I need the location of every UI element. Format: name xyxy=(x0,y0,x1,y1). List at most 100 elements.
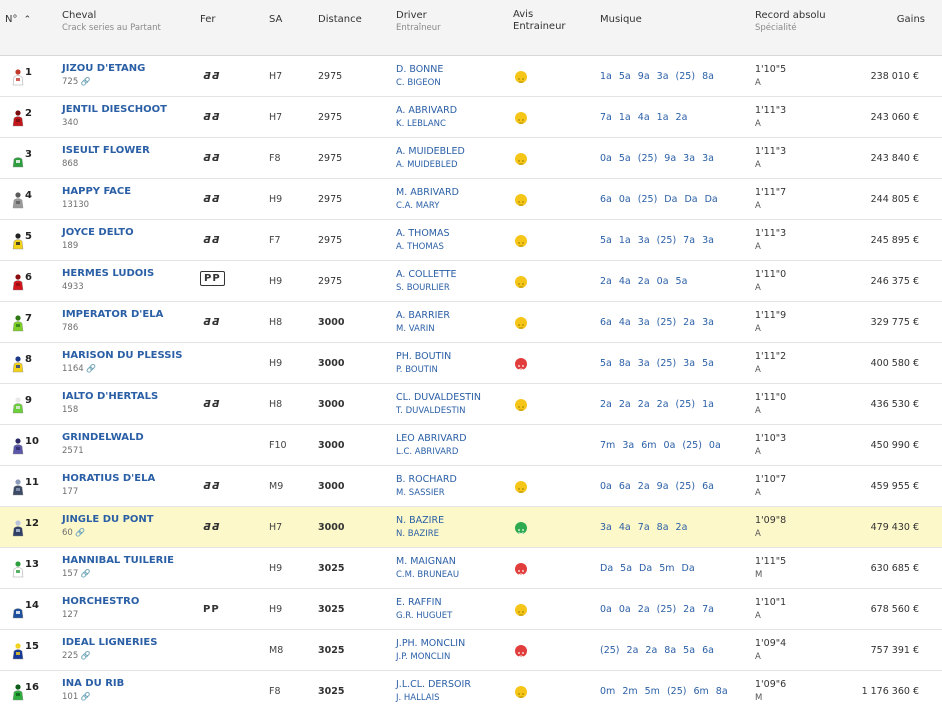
musique-column-header[interactable]: Musique xyxy=(600,14,642,25)
driver-name[interactable]: E. RAFFIN xyxy=(396,597,442,608)
table-row[interactable]: 8 HARISON DU PLESSIS 1164 🔗 H9 3000 PH. BOUTI… xyxy=(0,343,942,384)
driver-name[interactable]: A. BARRIER xyxy=(396,310,450,321)
driver-name[interactable]: B. ROCHARD xyxy=(396,474,457,485)
link-icon[interactable]: 🔗 xyxy=(78,77,91,86)
num-column-header[interactable]: N° ⌃ xyxy=(5,14,31,26)
table-row[interactable]: 15 IDEAL LIGNERIES 225 🔗 M8 3025 J.PH. MONCLI… xyxy=(0,630,942,671)
horse-name-link[interactable]: HANNIBAL TUILERIE 157 🔗 xyxy=(62,555,174,579)
table-row[interactable]: 13 HANNIBAL TUILERIE 157 🔗 H9 3025 M. MAIGNAN… xyxy=(0,548,942,589)
horse-name[interactable]: ISEULT FLOWER xyxy=(62,145,150,156)
horse-name-link[interactable]: HERMES LUDOIS 4933 xyxy=(62,268,154,292)
link-icon[interactable]: 🔗 xyxy=(78,692,91,701)
driver-name[interactable]: M. MAIGNAN xyxy=(396,556,456,567)
driver-link[interactable]: PH. BOUTIN P. BOUTIN xyxy=(396,351,451,375)
table-row[interactable]: 6 HERMES LUDOIS 4933 PP H9 2975 A. COLLETTE S. … xyxy=(0,261,942,302)
horse-name[interactable]: JINGLE DU PONT xyxy=(62,514,154,525)
table-row[interactable]: 11 HORATIUS D'ELA 177 ƋƋ M9 3000 B. ROCHARD M. … xyxy=(0,466,942,507)
trainer-name[interactable]: N. BAZIRE xyxy=(396,529,440,539)
horse-name[interactable]: JIZOU D'ETANG xyxy=(62,63,146,74)
horse-name-link[interactable]: HARISON DU PLESSIS 1164 🔗 xyxy=(62,350,182,374)
horse-name-link[interactable]: ISEULT FLOWER 868 xyxy=(62,145,150,169)
driver-name[interactable]: A. THOMAS xyxy=(396,228,450,239)
driver-link[interactable]: A. THOMAS A. THOMAS xyxy=(396,228,450,252)
horse-name-link[interactable]: HAPPY FACE 13130 xyxy=(62,186,131,210)
driver-name[interactable]: A. COLLETTE xyxy=(396,269,457,280)
trainer-name[interactable]: K. LEBLANC xyxy=(396,119,446,129)
driver-link[interactable]: M. ABRIVARD C.A. MARY xyxy=(396,187,459,211)
driver-link[interactable]: LEO ABRIVARD L.C. ABRIVARD xyxy=(396,433,467,457)
link-icon[interactable]: 🔗 xyxy=(83,364,97,373)
driver-link[interactable]: A. COLLETTE S. BOURLIER xyxy=(396,269,457,293)
horse-name[interactable]: INA DU RIB xyxy=(62,678,125,689)
horse-name-link[interactable]: HORCHESTRO 127 xyxy=(62,596,139,620)
driver-name[interactable]: N. BAZIRE xyxy=(396,515,445,526)
trainer-name[interactable]: M. SASSIER xyxy=(396,488,445,498)
trainer-name[interactable]: T. DUVALDESTIN xyxy=(396,406,466,416)
horse-name[interactable]: JENTIL DIESCHOOT xyxy=(62,104,167,115)
driver-name[interactable]: J.PH. MONCLIN xyxy=(396,638,466,649)
driver-link[interactable]: B. ROCHARD M. SASSIER xyxy=(396,474,457,498)
horse-name[interactable]: HANNIBAL TUILERIE xyxy=(62,555,174,566)
table-row[interactable]: 3 ISEULT FLOWER 868 ƋƋ F8 2975 A. MUIDEBLED A. … xyxy=(0,138,942,179)
driver-name[interactable]: A. MUIDEBLED xyxy=(396,146,465,157)
gains-column-header[interactable]: Gains xyxy=(896,14,925,25)
table-row[interactable]: 4 HAPPY FACE 13130 ƋƋ H9 2975 M. ABRIVARD C.A. … xyxy=(0,179,942,220)
horse-name[interactable]: HARISON DU PLESSIS xyxy=(62,350,183,361)
trainer-name[interactable]: G.R. HUGUET xyxy=(396,611,453,621)
link-icon[interactable]: 🔗 xyxy=(78,569,91,578)
horse-name-link[interactable]: HORATIUS D'ELA 177 xyxy=(62,473,155,497)
driver-name[interactable]: LEO ABRIVARD xyxy=(396,433,467,444)
driver-name[interactable]: A. ABRIVARD xyxy=(396,105,458,116)
horse-column-header[interactable]: Cheval Crack series au Partant xyxy=(62,10,161,34)
driver-link[interactable]: D. BONNE C. BIGEON xyxy=(396,64,443,88)
sa-column-header[interactable]: SA xyxy=(269,14,283,25)
table-row[interactable]: 1 JIZOU D'ETANG 725 🔗 ƋƋ H7 2975 D. BONNE C. BI… xyxy=(0,56,942,97)
sort-up-icon[interactable]: ⌃ xyxy=(23,15,32,25)
trainer-name[interactable]: P. BOUTIN xyxy=(396,365,438,375)
driver-link[interactable]: J.PH. MONCLIN J.P. MONCLIN xyxy=(396,638,465,662)
trainer-name[interactable]: S. BOURLIER xyxy=(396,283,450,293)
horse-name[interactable]: IALTO D'HERTALS xyxy=(62,391,159,402)
driver-link[interactable]: A. ABRIVARD K. LEBLANC xyxy=(396,105,457,129)
trainer-name[interactable]: A. THOMAS xyxy=(396,242,444,252)
horse-name-link[interactable]: GRINDELWALD 2571 xyxy=(62,432,144,456)
horse-name[interactable]: IMPERATOR D'ELA xyxy=(62,309,164,320)
trainer-name[interactable]: C. BIGEON xyxy=(396,78,441,88)
horse-name-link[interactable]: IDEAL LIGNERIES 225 🔗 xyxy=(62,637,157,661)
trainer-name[interactable]: M. VARIN xyxy=(396,324,435,334)
fer-column-header[interactable]: Fer xyxy=(200,14,216,25)
driver-column-header[interactable]: Driver Entraîneur xyxy=(396,10,441,34)
table-row[interactable]: 14 HORCHESTRO 127 PP H9 3025 E. RAFFIN G.R. HUG… xyxy=(0,589,942,630)
table-row[interactable]: 7 IMPERATOR D'ELA 786 ƋƋ H8 3000 A. BARRIER M. … xyxy=(0,302,942,343)
horse-name[interactable]: HORATIUS D'ELA xyxy=(62,473,156,484)
link-icon[interactable]: 🔗 xyxy=(78,651,91,660)
driver-name[interactable]: D. BONNE xyxy=(396,64,444,75)
driver-link[interactable]: A. BARRIER M. VARIN xyxy=(396,310,450,334)
table-row[interactable]: 12 JINGLE DU PONT 60 🔗 ƋƋ H7 3000 N. BAZIRE N. … xyxy=(0,507,942,548)
trainer-name[interactable]: J. HALLAIS xyxy=(396,693,440,703)
horse-name-link[interactable]: JINGLE DU PONT 60 🔗 xyxy=(62,514,154,538)
driver-link[interactable]: N. BAZIRE N. BAZIRE xyxy=(396,515,444,539)
driver-link[interactable]: M. MAIGNAN C.M. BRUNEAU xyxy=(396,556,459,580)
driver-name[interactable]: M. ABRIVARD xyxy=(396,187,459,198)
horse-name[interactable]: GRINDELWALD xyxy=(62,432,144,443)
distance-column-header[interactable]: Distance xyxy=(318,14,362,25)
table-row[interactable]: 5 JOYCE DELTO 189 ƋƋ F7 2975 A. THOMAS A. THOMA… xyxy=(0,220,942,261)
driver-name[interactable]: PH. BOUTIN xyxy=(396,351,452,362)
horse-name-link[interactable]: JENTIL DIESCHOOT 340 xyxy=(62,104,167,128)
table-row[interactable]: 9 IALTO D'HERTALS 158 ƋƋ H8 3000 CL. DUVALDEST… xyxy=(0,384,942,425)
driver-name[interactable]: J.L.CL. DERSOIR xyxy=(396,679,471,690)
driver-name[interactable]: CL. DUVALDESTIN xyxy=(396,392,481,403)
horse-name-link[interactable]: IMPERATOR D'ELA 786 xyxy=(62,309,163,333)
trainer-name[interactable]: J.P. MONCLIN xyxy=(396,652,451,662)
driver-link[interactable]: E. RAFFIN G.R. HUGUET xyxy=(396,597,452,621)
table-row[interactable]: 10 GRINDELWALD 2571 F10 3000 LEO ABRIVARD L.C.… xyxy=(0,425,942,466)
driver-link[interactable]: A. MUIDEBLED A. MUIDEBLED xyxy=(396,146,465,170)
trainer-name[interactable]: A. MUIDEBLED xyxy=(396,160,458,170)
table-row[interactable]: 16 INA DU RIB 101 🔗 F8 3025 J.L.CL. DERSOIR J.… xyxy=(0,671,942,710)
driver-link[interactable]: CL. DUVALDESTIN T. DUVALDESTIN xyxy=(396,392,481,416)
horse-name-link[interactable]: JOYCE DELTO 189 xyxy=(62,227,134,251)
driver-link[interactable]: J.L.CL. DERSOIR J. HALLAIS xyxy=(396,679,471,703)
trainer-name[interactable]: L.C. ABRIVARD xyxy=(396,447,459,457)
trainer-name[interactable]: C.A. MARY xyxy=(396,201,440,211)
